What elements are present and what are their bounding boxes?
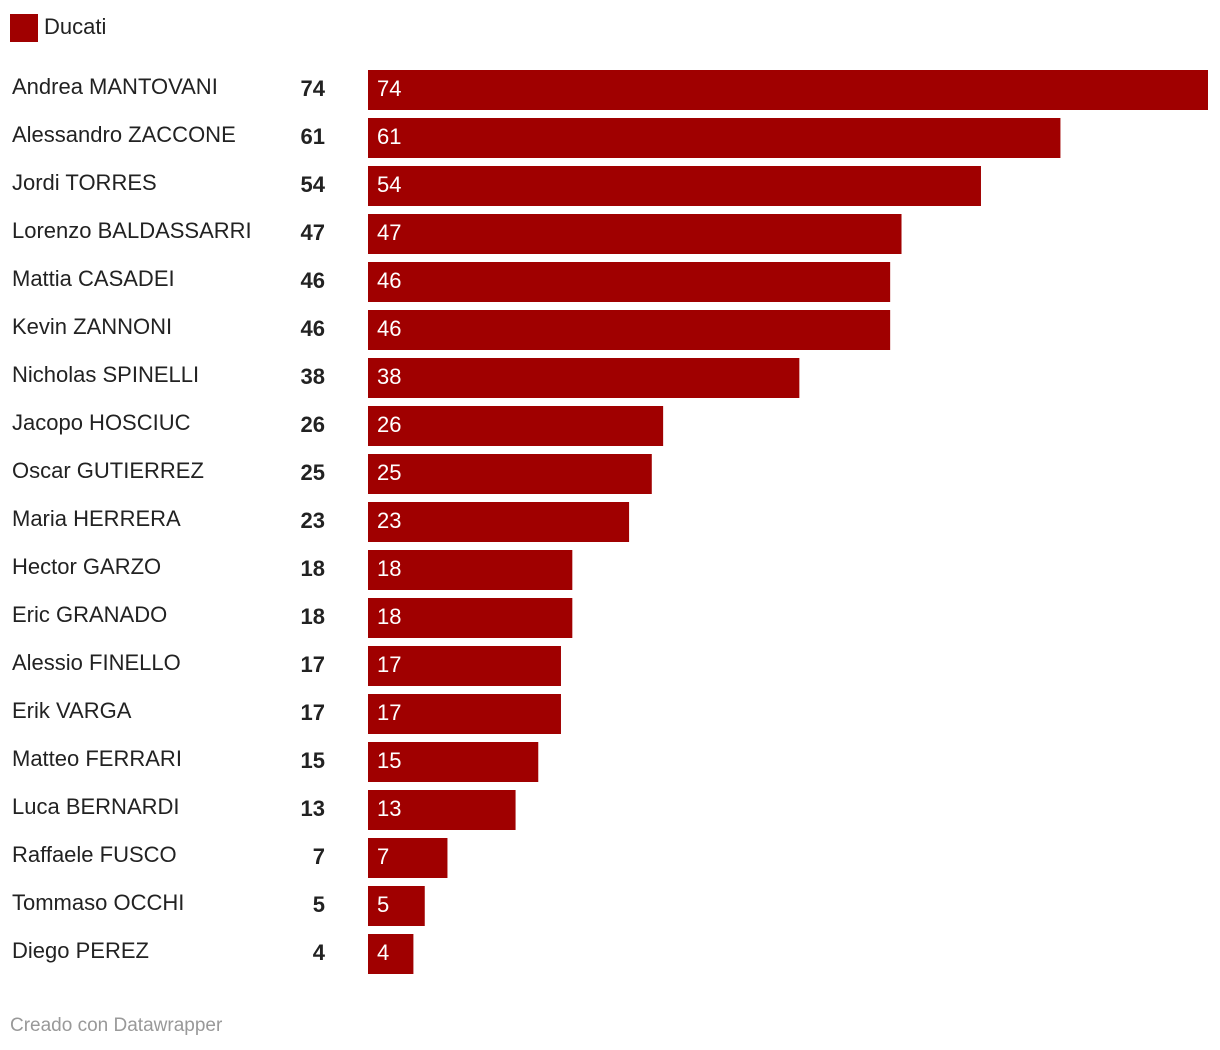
category-label: Maria HERRERA	[12, 506, 181, 531]
bar	[368, 166, 981, 206]
value-column: 17	[301, 652, 325, 677]
bar	[368, 886, 425, 926]
bar	[368, 502, 630, 542]
category-label: Erik VARGA	[12, 698, 132, 723]
bar	[368, 454, 652, 494]
bar-label: 47	[377, 220, 401, 245]
value-column: 7	[313, 844, 325, 869]
bar	[368, 406, 664, 446]
category-label: Kevin ZANNONI	[12, 314, 172, 339]
value-column: 5	[313, 892, 325, 917]
bar-label: 5	[377, 892, 389, 917]
value-column: 25	[301, 460, 325, 485]
category-label: Eric GRANADO	[12, 602, 167, 627]
bar	[368, 358, 800, 398]
bar	[368, 838, 448, 878]
bar	[368, 118, 1061, 158]
bar-label: 13	[377, 796, 401, 821]
category-label: Hector GARZO	[12, 554, 161, 579]
category-label: Jordi TORRES	[12, 170, 157, 195]
bar-label: 15	[377, 748, 401, 773]
bar	[368, 934, 414, 974]
category-label: Mattia CASADEI	[12, 266, 175, 291]
category-label: Lorenzo BALDASSARRI	[12, 218, 252, 243]
bar-label: 46	[377, 316, 401, 341]
bar-label: 17	[377, 700, 401, 725]
bar	[368, 262, 891, 302]
category-label: Diego PEREZ	[12, 938, 149, 963]
bar	[368, 214, 902, 254]
category-label: Jacopo HOSCIUC	[12, 410, 191, 435]
value-column: 61	[301, 124, 325, 149]
credit: Creado con Datawrapper	[10, 1015, 223, 1036]
bar	[368, 694, 561, 734]
bar-label: 38	[377, 364, 401, 389]
bar	[368, 70, 1208, 110]
value-column: 18	[301, 604, 325, 629]
value-column: 47	[301, 220, 325, 245]
value-column: 26	[301, 412, 325, 437]
value-column: 54	[301, 172, 326, 197]
value-column: 4	[313, 940, 326, 965]
bar	[368, 742, 539, 782]
value-column: 46	[301, 316, 325, 341]
bar	[368, 790, 516, 830]
category-label: Alessio FINELLO	[12, 650, 181, 675]
value-column: 23	[301, 508, 325, 533]
value-column: 46	[301, 268, 325, 293]
bar-label: 18	[377, 604, 401, 629]
bar-label: 23	[377, 508, 401, 533]
bar	[368, 646, 561, 686]
bar-label: 74	[377, 76, 401, 101]
category-label: Raffaele FUSCO	[12, 842, 177, 867]
category-label: Oscar GUTIERREZ	[12, 458, 204, 483]
category-label: Nicholas SPINELLI	[12, 362, 199, 387]
bar	[368, 310, 891, 350]
legend-label: Ducati	[44, 14, 106, 39]
value-column: 18	[301, 556, 325, 581]
bar	[368, 598, 573, 638]
bar-label: 4	[377, 940, 389, 965]
bar-label: 61	[377, 124, 401, 149]
category-label: Alessandro ZACCONE	[12, 122, 236, 147]
bar-label: 54	[377, 172, 401, 197]
bar-label: 18	[377, 556, 401, 581]
value-column: 74	[301, 76, 326, 101]
category-label: Luca BERNARDI	[12, 794, 180, 819]
value-column: 17	[301, 700, 325, 725]
category-label: Tommaso OCCHI	[12, 890, 184, 915]
bar-label: 7	[377, 844, 389, 869]
bar-label: 25	[377, 460, 401, 485]
value-column: 13	[301, 796, 325, 821]
value-column: 15	[301, 748, 325, 773]
category-label: Matteo FERRARI	[12, 746, 182, 771]
bar-label: 17	[377, 652, 401, 677]
bar-label: 26	[377, 412, 401, 437]
bar-label: 46	[377, 268, 401, 293]
category-label: Andrea MANTOVANI	[12, 74, 218, 99]
value-column: 38	[301, 364, 325, 389]
bar	[368, 550, 573, 590]
legend-swatch	[10, 14, 38, 42]
